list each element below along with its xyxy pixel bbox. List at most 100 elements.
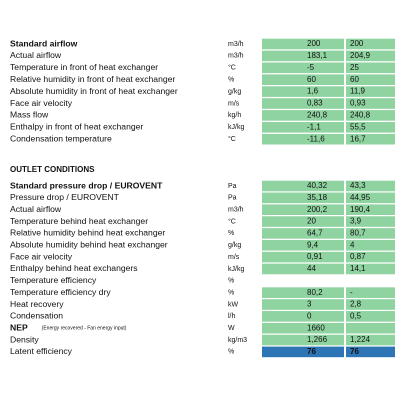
value-text: 44,95: [350, 193, 371, 202]
value-text: -11,6: [307, 134, 325, 143]
value-text: 16,7: [350, 134, 366, 143]
value-text: 1,224: [350, 335, 371, 344]
value-text: 0,91: [307, 252, 323, 261]
value-text: 76: [350, 347, 359, 356]
value-text: -5: [307, 63, 315, 72]
row-unit: g/kg: [228, 88, 241, 95]
value-cell: [346, 334, 395, 346]
row-label: Temperature in front of heat exchanger: [10, 62, 158, 72]
row-label: Condensation: [10, 311, 63, 321]
value-text: 0: [307, 311, 312, 320]
value-cell: [262, 251, 344, 263]
row-label: Actual airflow: [10, 204, 62, 214]
value-cell: [346, 38, 395, 50]
value-cell: [262, 122, 344, 133]
value-text: 40,32: [307, 181, 328, 190]
value-cell: [346, 62, 395, 74]
row-label: NEP: [10, 322, 28, 332]
value-cell: [262, 311, 344, 322]
row-unit: kJ/kg: [228, 266, 244, 273]
value-text: 0,5: [350, 311, 362, 320]
row-label: Relative humidity behind heat exchanger: [10, 228, 165, 238]
value-text: 200,2: [307, 205, 328, 214]
value-cell: [346, 251, 395, 263]
row-unit: W: [228, 325, 235, 332]
row-label: Relative humidity in front of heat excha…: [10, 74, 175, 84]
value-cell: [262, 322, 344, 334]
value-text: 3: [307, 300, 312, 309]
value-cell: [262, 98, 344, 109]
row-unit: m3/h: [228, 53, 244, 60]
value-cell: [346, 299, 395, 310]
value-cell: [346, 216, 395, 227]
row-label: Pressure drop / EUROVENT: [10, 192, 120, 202]
value-cell: [262, 86, 344, 97]
row-unit: Pa: [228, 183, 237, 190]
row-label: Temperature efficiency: [10, 275, 97, 285]
row-unit: Pa: [228, 195, 237, 202]
value-text: 1,266: [307, 335, 328, 344]
value-text: 80,7: [350, 229, 366, 238]
value-text: 240,8: [350, 111, 371, 120]
value-cell: [346, 311, 395, 322]
row-label: Absolute humidity behind heat exchanger: [10, 240, 168, 250]
value-cell: [262, 38, 344, 50]
row-unit: %: [228, 230, 234, 237]
value-text: 60: [350, 75, 359, 84]
row-unit: °C: [228, 135, 236, 143]
row-label: Temperature efficiency dry: [10, 287, 111, 297]
value-cell: [346, 86, 395, 97]
row-unit: kg/m3: [228, 337, 247, 344]
row-label: Density: [10, 334, 39, 344]
row-unit: l/h: [228, 313, 236, 320]
value-cell: [262, 334, 344, 346]
row-label: Mass flow: [10, 110, 49, 120]
row-unit: g/kg: [228, 242, 241, 249]
row-unit: °C: [228, 217, 236, 225]
value-cell: [346, 228, 395, 239]
row-label: Absolute humidity in front of heat excha…: [10, 86, 178, 96]
value-cell: [262, 239, 344, 251]
value-text: 9,4: [307, 240, 319, 249]
value-text: 3,9: [350, 217, 362, 226]
value-cell: [262, 180, 344, 192]
value-text: 2,8: [350, 300, 362, 309]
section-title: OUTLET CONDITIONS: [10, 165, 95, 174]
value-text: 76: [307, 347, 316, 356]
value-text: 11,9: [350, 87, 366, 96]
row-unit: °C: [228, 64, 236, 72]
value-cell: [346, 98, 395, 109]
row-unit: kJ/kg: [228, 124, 244, 131]
value-text: 60: [307, 75, 316, 84]
value-cell: [262, 263, 344, 275]
value-text: -1,1: [307, 122, 321, 131]
value-text: -: [350, 288, 353, 297]
value-text: 55,5: [350, 122, 366, 131]
value-text: 20: [307, 217, 316, 226]
value-cell: [262, 192, 344, 204]
value-text: 204,9: [350, 51, 371, 60]
row-label: Latent efficiency: [10, 346, 73, 356]
value-text: 25: [350, 63, 359, 72]
value-text: 44: [307, 264, 316, 273]
value-text: 1,6: [307, 87, 319, 96]
value-cell: [346, 50, 395, 62]
row-label: Temperature behind heat exchanger: [10, 216, 148, 226]
value-cell: [262, 228, 344, 239]
value-text: 190,4: [350, 205, 371, 214]
row-label: Face air velocity: [10, 98, 73, 108]
value-cell: [346, 322, 395, 334]
value-text: 240,8: [307, 111, 328, 120]
row-label: Face air velocity: [10, 251, 73, 261]
value-cell: [262, 50, 344, 62]
value-cell: [346, 110, 395, 121]
row-label: Standard pressure drop / EUROVENT: [10, 180, 163, 190]
value-cell: [346, 133, 395, 145]
row-unit: m3/h: [228, 207, 244, 214]
row-label: Condensation temperature: [10, 133, 112, 143]
row-note: (Energy recovered - Fan energy input): [42, 326, 127, 332]
value-text: 14,1: [350, 264, 366, 273]
value-cell: [262, 133, 344, 145]
value-text: 0,87: [350, 252, 366, 261]
row-unit: m3/h: [228, 41, 244, 48]
